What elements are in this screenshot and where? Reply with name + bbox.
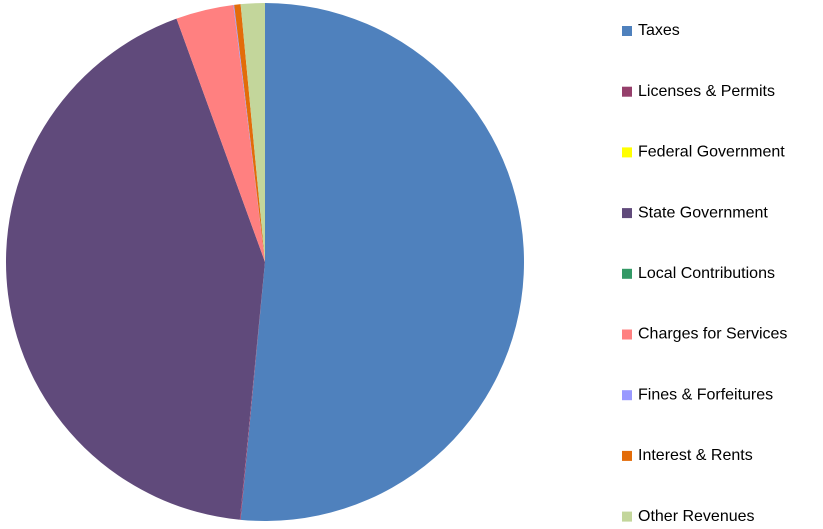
legend-swatch — [622, 329, 632, 340]
pie-slice — [176, 18, 265, 263]
legend-swatch — [622, 268, 632, 279]
pie-slice — [240, 3, 525, 521]
pie-slice — [233, 4, 265, 262]
pie-slice — [234, 4, 265, 263]
legend-label: Licenses & Permits — [638, 83, 775, 100]
legend-label: Fines & Forfeitures — [638, 386, 773, 403]
legend-label: State Government — [638, 204, 768, 221]
legend-swatch — [622, 208, 632, 219]
legend-label: Federal Government — [638, 144, 785, 161]
legend-label: Local Contributions — [638, 265, 775, 282]
legend-swatch — [622, 26, 632, 36]
legend-swatch — [622, 86, 632, 97]
pie-slice — [239, 262, 265, 520]
legend-swatch — [622, 147, 632, 158]
legend-swatch — [622, 511, 632, 522]
legend-swatch — [622, 450, 632, 461]
legend-swatch — [622, 390, 632, 401]
legend-label: Charges for Services — [638, 326, 787, 343]
legend-label: Interest & Rents — [638, 447, 753, 464]
legend-label: Other Revenues — [638, 508, 755, 525]
pie-slice — [176, 4, 265, 262]
legend-label: Taxes — [638, 22, 680, 39]
pie-slice — [240, 3, 265, 262]
pie-slice — [6, 18, 266, 520]
